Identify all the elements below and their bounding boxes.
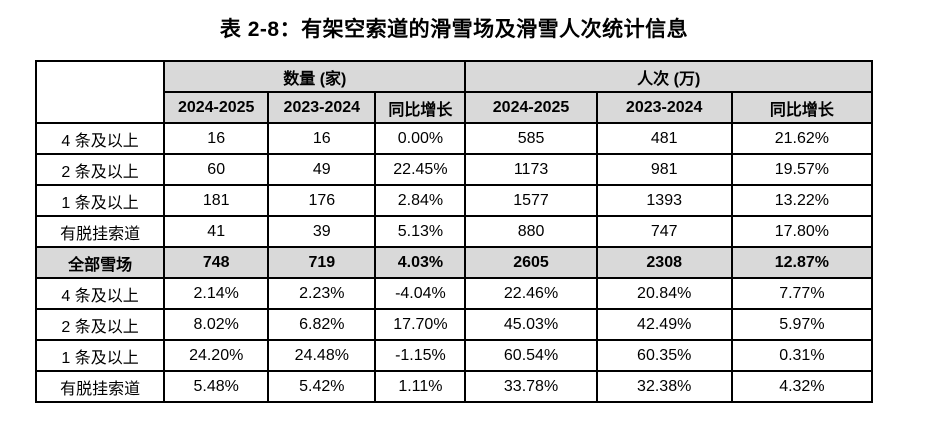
row-label: 有脱挂索道 xyxy=(34,215,166,248)
cell: 60.35% xyxy=(595,339,733,372)
col-header-visits-2023-2024: 2023-2024 xyxy=(595,91,733,124)
cell: 880 xyxy=(464,215,598,248)
cell: 21.62% xyxy=(730,122,874,155)
cell: 45.03% xyxy=(464,308,598,341)
row-label: 4 条及以上 xyxy=(34,122,166,155)
row-label: 有脱挂索道 xyxy=(34,370,166,403)
cell: 585 xyxy=(464,122,598,155)
cell: 5.13% xyxy=(374,215,467,248)
cell: 60 xyxy=(163,153,270,186)
cell: 5.48% xyxy=(163,370,270,403)
table-row: 有脱挂索道 5.48% 5.42% 1.11% 33.78% 32.38% 4.… xyxy=(34,370,874,403)
cell: 2605 xyxy=(464,246,598,279)
page-title: 表 2-8：有架空索道的滑雪场及滑雪人次统计信息 xyxy=(219,18,689,41)
row-label: 2 条及以上 xyxy=(34,153,166,186)
cell: 20.84% xyxy=(595,277,733,310)
cell: 19.57% xyxy=(730,153,874,186)
group-header-row: 数量 (家) 人次 (万) xyxy=(34,60,873,124)
cell: 8.02% xyxy=(163,308,270,341)
cell: 719 xyxy=(267,246,377,279)
cell: 181 xyxy=(163,184,270,217)
table-row: 4 条及以上 16 16 0.00% 585 481 21.62% xyxy=(34,122,874,155)
cell: 16 xyxy=(267,122,377,155)
row-label: 全部雪场 xyxy=(34,246,166,279)
col-header-qty-yoy: 同比增长 xyxy=(374,91,467,124)
row-label: 1 条及以上 xyxy=(34,339,166,372)
cell: -1.15% xyxy=(374,339,467,372)
cell: 1173 xyxy=(464,153,598,186)
stats-table: 数量 (家) 人次 (万) 2024-2025 2023-2024 同比增长 2… xyxy=(34,60,874,403)
table-row: 1 条及以上 24.20% 24.48% -1.15% 60.54% 60.35… xyxy=(34,339,874,372)
cell: 6.82% xyxy=(267,308,377,341)
cell: 7.77% xyxy=(730,277,874,310)
corner-cell xyxy=(34,60,166,124)
cell: 22.46% xyxy=(464,277,598,310)
column-header-row: 2024-2025 2023-2024 同比增长 2024-2025 2023-… xyxy=(36,91,874,124)
cell: -4.04% xyxy=(374,277,467,310)
cell: 33.78% xyxy=(464,370,598,403)
cell: 747 xyxy=(595,215,733,248)
cell: 2.84% xyxy=(374,184,467,217)
table-row: 有脱挂索道 41 39 5.13% 880 747 17.80% xyxy=(34,215,874,248)
cell: 5.97% xyxy=(730,308,874,341)
cell: 4.32% xyxy=(730,370,874,403)
cell: 17.80% xyxy=(730,215,874,248)
document-page: 表 2-8：有架空索道的滑雪场及滑雪人次统计信息 数量 (家) 人次 (万) 2… xyxy=(0,16,946,446)
group-header-visits: 人次 (万) xyxy=(464,60,873,93)
cell: 0.31% xyxy=(730,339,874,372)
cell: 22.45% xyxy=(374,153,467,186)
cell: 2.14% xyxy=(163,277,270,310)
cell: 49 xyxy=(267,153,377,186)
group-header-quantity: 数量 (家) xyxy=(163,60,467,93)
cell: 13.22% xyxy=(730,184,874,217)
cell: 12.87% xyxy=(730,246,874,279)
col-header-visits-2024-2025: 2024-2025 xyxy=(464,91,598,124)
cell: 17.70% xyxy=(374,308,467,341)
cell: 24.48% xyxy=(267,339,377,372)
col-header-qty-2023-2024: 2023-2024 xyxy=(267,91,377,124)
col-header-visits-yoy: 同比增长 xyxy=(730,91,874,124)
table-row: 2 条及以上 8.02% 6.82% 17.70% 45.03% 42.49% … xyxy=(34,308,874,341)
row-label: 2 条及以上 xyxy=(34,308,166,341)
cell: 176 xyxy=(267,184,377,217)
table-row: 1 条及以上 181 176 2.84% 1577 1393 13.22% xyxy=(34,184,874,217)
cell: 4.03% xyxy=(374,246,467,279)
cell: 981 xyxy=(595,153,733,186)
cell: 42.49% xyxy=(595,308,733,341)
table-row-total: 全部雪场 748 719 4.03% 2605 2308 12.87% xyxy=(34,246,874,279)
cell: 16 xyxy=(163,122,270,155)
cell: 0.00% xyxy=(374,122,467,155)
cell: 5.42% xyxy=(267,370,377,403)
cell: 32.38% xyxy=(595,370,733,403)
cell: 481 xyxy=(595,122,733,155)
cell: 39 xyxy=(267,215,377,248)
cell: 1393 xyxy=(595,184,733,217)
cell: 2.23% xyxy=(267,277,377,310)
col-header-qty-2024-2025: 2024-2025 xyxy=(163,91,270,124)
cell: 24.20% xyxy=(163,339,270,372)
cell: 41 xyxy=(163,215,270,248)
cell: 748 xyxy=(163,246,270,279)
table-row: 4 条及以上 2.14% 2.23% -4.04% 22.46% 20.84% … xyxy=(34,277,874,310)
cell: 1.11% xyxy=(374,370,467,403)
row-label: 4 条及以上 xyxy=(34,277,166,310)
cell: 60.54% xyxy=(464,339,598,372)
cell: 2308 xyxy=(595,246,733,279)
cell: 1577 xyxy=(464,184,598,217)
row-label: 1 条及以上 xyxy=(34,184,166,217)
table-row: 2 条及以上 60 49 22.45% 1173 981 19.57% xyxy=(34,153,874,186)
